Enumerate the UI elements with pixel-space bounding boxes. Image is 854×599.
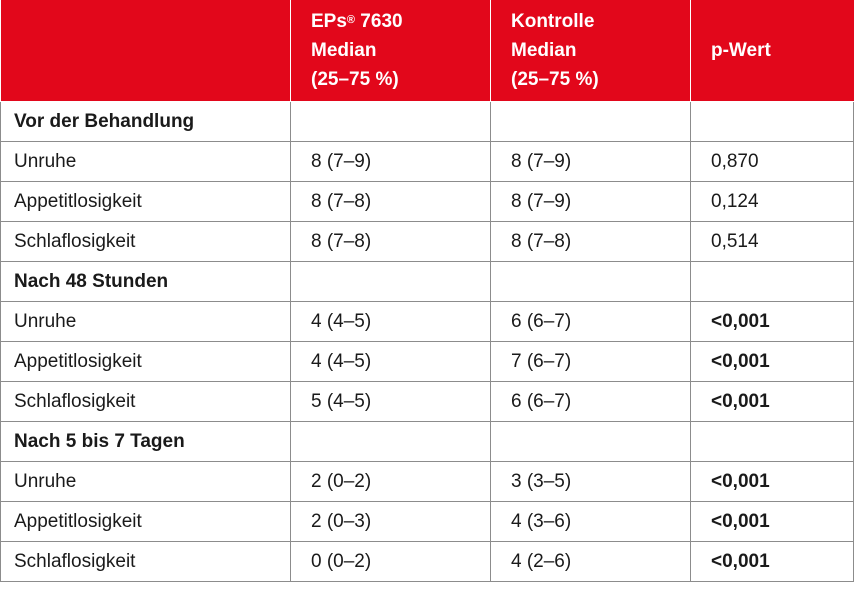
significant-p-value: <0,001 bbox=[711, 310, 770, 332]
header-eps-cell: EPs® 7630 Median (25–75 %) bbox=[290, 0, 491, 102]
p-value-cell: <0,001 bbox=[690, 381, 854, 422]
row-label: Schlaflosigkeit bbox=[0, 381, 291, 422]
header-kontrolle-line2: Median bbox=[511, 40, 577, 61]
eps-median-cell: 0 (0–2) bbox=[290, 541, 491, 582]
kontrolle-median-cell: 8 (7–8) bbox=[490, 221, 691, 262]
eps-median-cell: 4 (4–5) bbox=[290, 301, 491, 342]
significant-p-value: <0,001 bbox=[711, 390, 770, 412]
empty-cell bbox=[290, 421, 491, 462]
table-row: Appetitlosigkeit 2 (0–3) 4 (3–6) <0,001 bbox=[0, 501, 854, 542]
significant-p-value: <0,001 bbox=[711, 470, 770, 492]
significant-p-value: <0,001 bbox=[711, 510, 770, 532]
row-label: Appetitlosigkeit bbox=[0, 181, 291, 222]
kontrolle-median-cell: 7 (6–7) bbox=[490, 341, 691, 382]
row-label: Schlaflosigkeit bbox=[0, 541, 291, 582]
row-label: Unruhe bbox=[0, 461, 291, 502]
table-row: Schlaflosigkeit 5 (4–5) 6 (6–7) <0,001 bbox=[0, 381, 854, 422]
kontrolle-median-cell: 3 (3–5) bbox=[490, 461, 691, 502]
p-value-cell: 0,870 bbox=[690, 141, 854, 182]
kontrolle-median-cell: 6 (6–7) bbox=[490, 381, 691, 422]
empty-cell bbox=[690, 101, 854, 142]
header-eps-line3: (25–75 %) bbox=[311, 69, 399, 90]
p-value-cell: 0,124 bbox=[690, 181, 854, 222]
eps-median-cell: 8 (7–9) bbox=[290, 141, 491, 182]
eps-median-cell: 4 (4–5) bbox=[290, 341, 491, 382]
empty-cell bbox=[690, 261, 854, 302]
section-row: Vor der Behandlung bbox=[0, 101, 854, 142]
table-row: Unruhe 4 (4–5) 6 (6–7) <0,001 bbox=[0, 301, 854, 342]
results-table: EPs® 7630 Median (25–75 %) Kontrolle Med… bbox=[0, 0, 854, 582]
row-label: Schlaflosigkeit bbox=[0, 221, 291, 262]
section-label: Vor der Behandlung bbox=[0, 101, 291, 142]
p-value: 0,124 bbox=[711, 190, 759, 212]
section-row: Nach 5 bis 7 Tagen bbox=[0, 421, 854, 462]
section-label: Nach 5 bis 7 Tagen bbox=[0, 421, 291, 462]
eps-median-cell: 2 (0–2) bbox=[290, 461, 491, 502]
eps-median-cell: 8 (7–8) bbox=[290, 181, 491, 222]
section-label: Nach 48 Stunden bbox=[0, 261, 291, 302]
eps-median-cell: 5 (4–5) bbox=[290, 381, 491, 422]
registered-mark: ® bbox=[346, 14, 356, 26]
p-value-cell: <0,001 bbox=[690, 541, 854, 582]
p-value-cell: <0,001 bbox=[690, 301, 854, 342]
table-row: Unruhe 8 (7–9) 8 (7–9) 0,870 bbox=[0, 141, 854, 182]
empty-cell bbox=[690, 421, 854, 462]
empty-cell bbox=[490, 421, 691, 462]
p-value-cell: 0,514 bbox=[690, 221, 854, 262]
p-value: 0,870 bbox=[711, 150, 759, 172]
eps-median-cell: 8 (7–8) bbox=[290, 221, 491, 262]
kontrolle-median-cell: 4 (3–6) bbox=[490, 501, 691, 542]
table-row: Schlaflosigkeit 8 (7–8) 8 (7–8) 0,514 bbox=[0, 221, 854, 262]
header-label-cell bbox=[0, 0, 291, 102]
header-eps-line1: EPs® 7630 bbox=[311, 7, 490, 36]
table-header: EPs® 7630 Median (25–75 %) Kontrolle Med… bbox=[0, 0, 854, 102]
table-row: Unruhe 2 (0–2) 3 (3–5) <0,001 bbox=[0, 461, 854, 502]
significant-p-value: <0,001 bbox=[711, 350, 770, 372]
header-eps-line2: Median bbox=[311, 40, 377, 61]
table-row: Appetitlosigkeit 8 (7–8) 8 (7–9) 0,124 bbox=[0, 181, 854, 222]
table-row: Schlaflosigkeit 0 (0–2) 4 (2–6) <0,001 bbox=[0, 541, 854, 582]
empty-cell bbox=[290, 261, 491, 302]
eps-median-cell: 2 (0–3) bbox=[290, 501, 491, 542]
kontrolle-median-cell: 6 (6–7) bbox=[490, 301, 691, 342]
row-label: Unruhe bbox=[0, 301, 291, 342]
p-value: 0,514 bbox=[711, 230, 759, 252]
row-label: Appetitlosigkeit bbox=[0, 341, 291, 382]
header-kontrolle-cell: Kontrolle Median (25–75 %) bbox=[490, 0, 691, 102]
header-kontrolle-line3: (25–75 %) bbox=[511, 69, 599, 90]
p-value-cell: <0,001 bbox=[690, 461, 854, 502]
header-eps-name: EPs bbox=[311, 11, 347, 32]
header-pvalue-cell: p-Wert bbox=[690, 0, 854, 102]
kontrolle-median-cell: 8 (7–9) bbox=[490, 181, 691, 222]
header-eps-number: 7630 bbox=[355, 11, 403, 32]
header-row: EPs® 7630 Median (25–75 %) Kontrolle Med… bbox=[0, 0, 854, 102]
significant-p-value: <0,001 bbox=[711, 550, 770, 572]
p-value-cell: <0,001 bbox=[690, 501, 854, 542]
table-body: Vor der Behandlung Unruhe 8 (7–9) 8 (7–9) 0,… bbox=[0, 101, 854, 582]
kontrolle-median-cell: 8 (7–9) bbox=[490, 141, 691, 182]
empty-cell bbox=[290, 101, 491, 142]
section-row: Nach 48 Stunden bbox=[0, 261, 854, 302]
row-label: Unruhe bbox=[0, 141, 291, 182]
row-label: Appetitlosigkeit bbox=[0, 501, 291, 542]
header-kontrolle-line1: Kontrolle bbox=[511, 11, 595, 32]
p-value-cell: <0,001 bbox=[690, 341, 854, 382]
empty-cell bbox=[490, 101, 691, 142]
table-row: Appetitlosigkeit 4 (4–5) 7 (6–7) <0,001 bbox=[0, 341, 854, 382]
kontrolle-median-cell: 4 (2–6) bbox=[490, 541, 691, 582]
empty-cell bbox=[490, 261, 691, 302]
